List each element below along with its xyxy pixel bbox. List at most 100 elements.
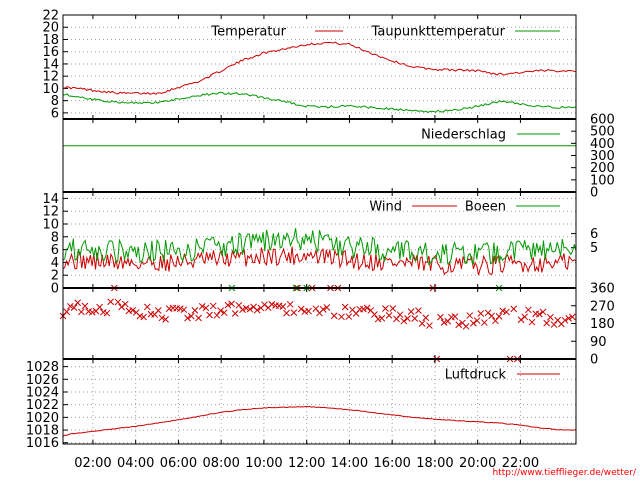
direction-mark	[209, 302, 217, 310]
series-line-boeen	[62, 228, 577, 266]
direction-mark	[154, 307, 162, 314]
direction-mark	[143, 303, 151, 311]
direction-mark	[191, 307, 199, 314]
y-tick-label: 2	[51, 269, 59, 284]
y-tick-label-right: 400	[590, 137, 615, 152]
y-tick-label: 12	[42, 205, 59, 220]
direction-mark	[440, 319, 448, 326]
direction-mark	[418, 320, 426, 327]
direction-mark	[543, 319, 551, 327]
direction-mark	[473, 317, 481, 324]
direction-mark	[290, 309, 298, 317]
direction-mark	[462, 322, 470, 330]
direction-mark	[488, 312, 496, 320]
direction-mark	[404, 315, 411, 322]
source-url: http://www.tiefflieger.de/wetter/	[493, 468, 637, 478]
y-tick-label: 6	[51, 243, 59, 258]
x-tick-label: 20:00	[459, 456, 496, 471]
direction-mark	[239, 306, 246, 313]
y-tick-label: 1020	[26, 411, 59, 426]
x-tick-label: 04:00	[117, 456, 154, 471]
y-tick-label-right: 6	[590, 227, 598, 242]
y-tick-label-right: 90	[590, 335, 607, 350]
direction-mark	[561, 316, 569, 324]
direction-mark	[103, 309, 111, 317]
direction-mark	[503, 308, 510, 316]
direction-mark	[228, 300, 235, 308]
direction-mark	[184, 314, 191, 322]
direction-mark	[565, 315, 573, 322]
panel-frame	[62, 287, 577, 360]
direction-mark	[319, 306, 327, 313]
y-tick-label: 22	[42, 9, 59, 24]
direction-mark	[176, 305, 184, 312]
direction-mark	[495, 313, 503, 320]
direction-mark	[411, 315, 419, 322]
direction-mark	[525, 306, 532, 314]
direction-mark	[470, 319, 477, 327]
y-tick-label: 10	[42, 218, 59, 233]
direction-mark	[510, 305, 518, 313]
y-tick-label-right: 500	[590, 125, 615, 140]
y-tick-label: 10	[42, 82, 59, 97]
direction-mark	[389, 305, 397, 312]
direction-mark	[305, 307, 312, 315]
series-line-taupunkttemperatur	[63, 91, 577, 113]
direction-mark	[206, 311, 213, 319]
y-tick-label: 1016	[26, 436, 59, 451]
direction-mark	[213, 311, 221, 319]
direction-mark	[568, 313, 576, 321]
direction-mark	[396, 311, 404, 319]
legend-label: Temperatur	[210, 25, 286, 40]
x-tick-label: 14:00	[331, 456, 368, 471]
direction-mark	[539, 308, 547, 316]
direction-mark	[451, 313, 459, 320]
direction-mark	[345, 313, 353, 320]
direction-mark	[363, 304, 371, 312]
y-tick-label: 4	[51, 256, 59, 271]
panel-wind-direction: 360 270 180 90 0	[59, 282, 615, 368]
x-tick-label: 02:00	[74, 456, 111, 471]
y-tick-label-right: 180	[590, 317, 615, 332]
direction-mark	[481, 319, 488, 326]
y-tick-label: 6	[51, 106, 59, 121]
y-tick-label: 1022	[26, 398, 59, 413]
y-tick-label: 20	[42, 21, 59, 36]
direction-mark	[546, 313, 554, 321]
y-tick-label: 1026	[26, 373, 59, 388]
y-tick-label: 8	[51, 94, 59, 109]
direction-mark	[455, 321, 463, 329]
y-tick-label-right: 100	[590, 173, 615, 188]
x-tick-label: 06:00	[160, 456, 197, 471]
direction-mark	[407, 308, 415, 315]
direction-mark	[297, 305, 305, 313]
y-tick-label: 18	[42, 33, 59, 48]
direction-mark	[341, 303, 349, 311]
direction-mark	[114, 298, 122, 306]
y-tick-label-right: 0	[590, 353, 598, 368]
x-tick-label: 12:00	[288, 456, 325, 471]
direction-mark	[187, 312, 195, 320]
direction-mark	[224, 301, 232, 309]
direction-mark	[70, 304, 78, 311]
direction-mark	[66, 302, 74, 310]
direction-mark	[195, 314, 202, 322]
direction-mark	[466, 312, 474, 319]
y-tick-label: 1024	[26, 385, 59, 400]
direction-mark	[382, 305, 389, 312]
y-tick-label: 0	[51, 282, 59, 297]
direction-mark	[550, 321, 558, 328]
x-tick-label: 08:00	[202, 456, 239, 471]
direction-mark	[323, 304, 331, 311]
direction-mark	[499, 307, 507, 315]
direction-mark	[426, 322, 433, 329]
direction-mark	[400, 317, 408, 325]
direction-mark	[202, 304, 210, 312]
direction-mark	[521, 313, 529, 321]
direction-mark	[121, 300, 129, 308]
direction-mark	[220, 309, 228, 317]
direction-mark	[371, 311, 378, 318]
direction-mark	[422, 314, 430, 322]
